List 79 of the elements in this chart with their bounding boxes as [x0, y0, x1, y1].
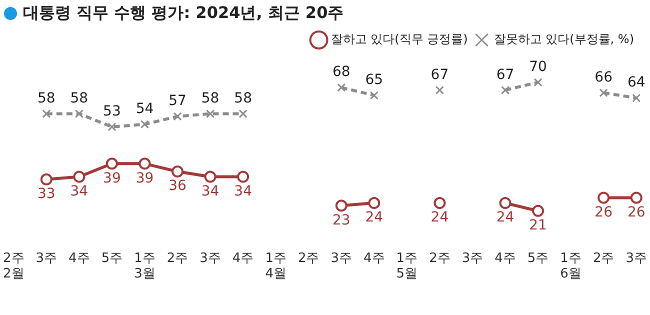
x-tick-label: 2주 — [166, 250, 188, 266]
point — [172, 166, 184, 178]
point — [42, 109, 51, 118]
data-label: 26 — [627, 204, 646, 220]
legend-label: 잘못하고 있다(부정률, %) — [494, 32, 634, 46]
point — [534, 78, 542, 87]
data-label: 70 — [529, 58, 547, 75]
data-label: 54 — [136, 100, 154, 117]
data-label: 33 — [37, 186, 56, 202]
data-label: 58 — [70, 90, 88, 106]
point — [499, 197, 512, 210]
x-tick-label: 2주 2월 — [2, 250, 24, 282]
data-label: 64 — [627, 74, 646, 91]
x-tick-label: 2주 — [298, 250, 320, 266]
x-tick-label: 4주 — [232, 250, 254, 266]
x-tick-label: 2주 — [592, 250, 614, 266]
point — [435, 86, 444, 94]
data-label: 66 — [594, 69, 613, 86]
data-label: 39 — [136, 170, 154, 186]
point — [598, 192, 610, 204]
data-label: 57 — [168, 93, 186, 110]
point — [73, 170, 86, 183]
x-tick-label: 4주 — [494, 250, 516, 266]
point — [40, 173, 52, 186]
point — [238, 109, 248, 118]
data-label: 21 — [529, 218, 547, 234]
x-tick-label: 3주 — [36, 250, 58, 266]
data-label: 53 — [103, 104, 121, 120]
data-label: 24 — [496, 210, 514, 226]
point — [532, 204, 544, 217]
x-tick-label: 1주 4월 — [265, 250, 286, 282]
data-label: 26 — [594, 204, 613, 220]
x-tick-label: 2주 — [429, 250, 450, 266]
data-label: 36 — [168, 178, 187, 194]
point — [500, 86, 510, 94]
data-label: 34 — [234, 183, 252, 200]
point — [337, 83, 346, 92]
point — [173, 112, 182, 121]
data-label: 58 — [37, 90, 56, 106]
x-tick-label: 4주 — [68, 250, 90, 266]
data-label: 68 — [332, 64, 350, 80]
point — [237, 170, 250, 183]
x-tick-label: 3주 — [462, 250, 484, 266]
x-tick-label: 1주 5월 — [396, 250, 418, 282]
x-tick-label: 1주 3월 — [134, 250, 156, 282]
point — [434, 197, 446, 210]
point — [138, 158, 151, 170]
point — [370, 91, 378, 100]
x-tick-label: 5주 — [101, 250, 123, 266]
point — [335, 200, 348, 212]
data-label: 34 — [70, 183, 88, 200]
legend-label: 잘하고 있다(직무 긍정률) — [330, 32, 468, 46]
data-label: 24 — [365, 210, 384, 226]
point — [368, 197, 380, 210]
x-tick-label: 3주 — [330, 250, 352, 266]
data-label: 23 — [332, 212, 350, 228]
x-tick-label: 3주 — [200, 250, 221, 266]
data-label: 67 — [496, 66, 514, 83]
point — [632, 94, 641, 102]
point — [108, 122, 116, 132]
data-label: 58 — [201, 90, 220, 106]
point — [106, 158, 118, 170]
chart-title: 대통령 직무 수행 평가: 2024년, 최근 20주 — [23, 2, 344, 24]
data-label: 67 — [430, 66, 449, 83]
x-tick-label: 4주 — [364, 250, 385, 266]
data-label: 58 — [234, 90, 252, 106]
point — [630, 192, 642, 204]
x-tick-label: 1주 6월 — [560, 250, 582, 282]
data-label: 39 — [103, 170, 121, 186]
data-label: 65 — [365, 72, 384, 88]
point — [140, 120, 150, 129]
point — [206, 109, 215, 118]
data-label: 24 — [430, 210, 449, 226]
point — [599, 88, 608, 98]
x-tick-label: 5주 — [527, 250, 549, 266]
point — [204, 170, 216, 183]
data-label: 34 — [201, 183, 220, 200]
point — [74, 109, 84, 118]
x-tick-label: 3주 — [626, 250, 648, 266]
